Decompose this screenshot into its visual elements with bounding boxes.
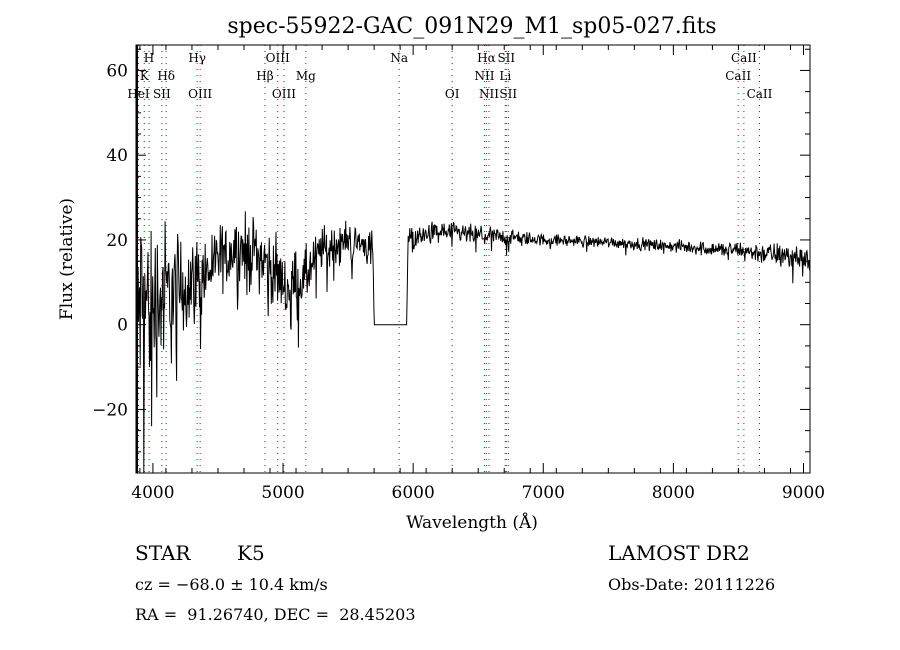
y-tick-label: 20 [106,231,128,251]
x-tick-label: 4000 [131,483,174,503]
line-markers: HKHeIHδSIIHγOIIIHβOIIIOIIIMgNaOINIIHαNII… [127,45,773,473]
line-marker-label: CaII [747,87,773,101]
object-class: STAR [135,541,191,565]
line-marker-label: Hα [477,51,496,65]
line-marker-label: NII [479,87,499,101]
line-marker-label: OI [445,87,460,101]
coordinates: RA = 91.26740, DEC = 28.45203 [135,605,416,624]
line-marker-label: Na [390,51,408,65]
line-marker-label: K [140,69,150,83]
y-tick-label: 0 [117,316,128,336]
line-marker-label: CaII [731,51,757,65]
x-tick-label: 9000 [782,483,825,503]
line-marker-label: Mg [296,69,316,83]
line-marker-label: Li [499,69,511,83]
line-marker-label: OIII [266,51,290,65]
x-tick-label: 8000 [652,483,695,503]
line-marker-label: SII [497,51,515,65]
line-marker-label: H [144,51,154,65]
line-marker-label: SII [499,87,517,101]
spectrum-line [135,211,811,474]
y-tick-label: 40 [106,146,128,166]
line-marker-label: NII [474,69,494,83]
x-tick-label: 5000 [261,483,304,503]
subclass: K5 [237,541,265,565]
survey-name: LAMOST DR2 [608,541,750,565]
x-tick-label: 6000 [392,483,435,503]
obs-date: Obs-Date: 20111226 [608,575,776,594]
y-tick-label: 60 [106,61,128,81]
redshift: cz = −68.0 ± 10.4 km/s [135,575,328,594]
line-marker-label: OIII [272,87,296,101]
x-tick-label: 7000 [522,483,565,503]
line-marker-label: CaII [725,69,751,83]
line-marker-label: HeI [127,87,150,101]
chart-title: spec-55922-GAC_091N29_M1_sp05-027.fits [227,14,716,39]
line-marker-label: Hγ [188,51,206,65]
y-tick-label: −20 [92,400,128,420]
line-marker-label: Hδ [157,69,175,83]
line-marker-label: Hβ [256,69,273,83]
line-marker-label: SII [153,87,171,101]
x-axis-label: Wavelength (Å) [406,512,538,533]
line-marker-label: OIII [188,87,212,101]
y-axis-label: Flux (relative) [57,198,77,320]
